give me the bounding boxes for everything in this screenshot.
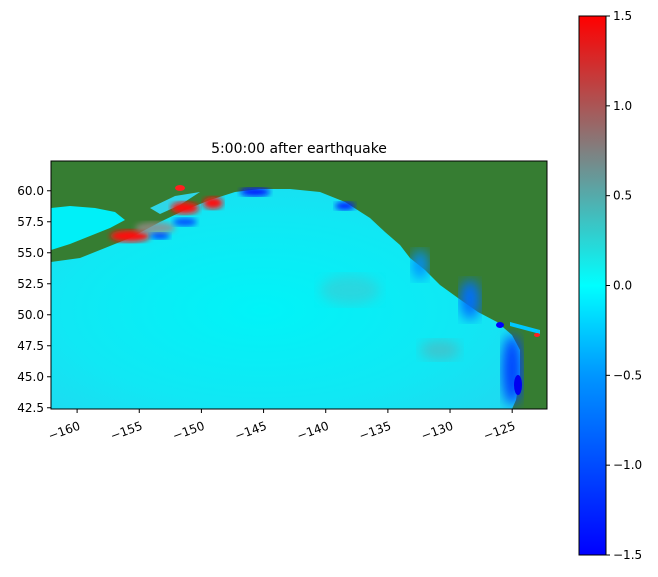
- cook-inlet-water: [150, 192, 200, 214]
- y-tick-label: 42.5: [17, 401, 44, 415]
- gray-anomaly: [135, 222, 175, 234]
- negative-anomaly: [240, 188, 270, 196]
- y-axis: 60.0 57.5 55.0 52.5 50.0 47.5 45.0 42.5: [17, 184, 51, 415]
- positive-anomaly: [534, 333, 540, 337]
- x-tick-label: −135: [357, 419, 393, 443]
- colorbar: [578, 15, 607, 556]
- negative-anomaly: [150, 233, 170, 239]
- y-tick-label: 45.0: [17, 370, 44, 384]
- negative-anomaly: [335, 202, 355, 210]
- bristol-bay-water: [51, 206, 125, 250]
- ocean: [51, 189, 520, 409]
- negative-anomaly: [412, 250, 428, 280]
- plot-frame: [50, 160, 548, 410]
- negative-anomaly: [514, 375, 522, 395]
- gray-anomaly: [420, 340, 460, 360]
- map-area: [51, 161, 547, 409]
- y-tick-label: 50.0: [17, 308, 44, 322]
- negative-anomaly: [173, 218, 197, 226]
- x-tick-label: −160: [46, 419, 82, 443]
- colorbar-tick-label: 0.5: [613, 189, 632, 203]
- negative-anomaly: [496, 322, 504, 328]
- colorbar-tick-label: 1.5: [613, 9, 632, 23]
- x-tick-label: −155: [109, 419, 145, 443]
- y-tick-label: 52.5: [17, 277, 44, 291]
- gray-anomaly: [320, 275, 380, 305]
- positive-anomaly: [171, 202, 199, 214]
- chart-title: 5:00:00 after earthquake: [211, 141, 387, 157]
- colorbar-tick-label: 0.0: [613, 279, 632, 293]
- x-tick-label: −140: [295, 419, 331, 443]
- negative-anomaly: [460, 280, 480, 320]
- x-axis: −160 −155 −150 −145 −140 −135 −130 −125: [46, 409, 517, 443]
- colorbar-tick-label: −1.0: [613, 458, 642, 472]
- x-tick-label: −130: [419, 419, 455, 443]
- wave-anomalies: [110, 185, 540, 405]
- y-tick-label: 55.0: [17, 246, 44, 260]
- positive-anomaly: [110, 230, 150, 242]
- juan-de-fuca-water: [510, 322, 540, 334]
- colorbar-tick-label: −0.5: [613, 368, 642, 382]
- positive-anomaly: [203, 197, 223, 209]
- x-tick-label: −125: [481, 419, 517, 443]
- colorbar-tick-label: 1.0: [613, 99, 632, 113]
- y-tick-label: 60.0: [17, 184, 44, 198]
- colorbar-tick-label: −1.5: [613, 548, 642, 562]
- x-tick-label: −150: [171, 419, 207, 443]
- x-tick-label: −145: [233, 419, 269, 443]
- colorbar-axis: 1.5 1.0 0.5 0.0 −0.5 −1.0 −1.5: [606, 9, 642, 562]
- y-tick-label: 57.5: [17, 215, 44, 229]
- positive-anomaly: [175, 185, 185, 191]
- y-tick-label: 47.5: [17, 339, 44, 353]
